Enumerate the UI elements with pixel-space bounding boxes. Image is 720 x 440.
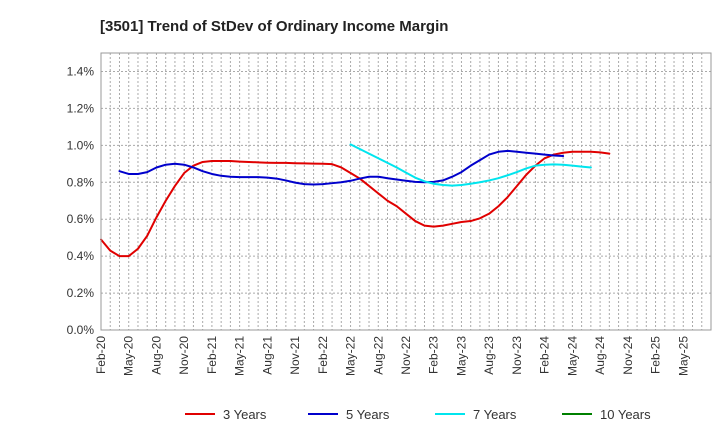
y-tick-label: 1.0% [67,138,95,152]
plot-frame [100,52,712,331]
series-line-1 [100,150,611,258]
series-line-3 [349,143,592,187]
x-tick-label: Aug-24 [593,336,607,375]
x-tick-label: May-22 [344,336,358,376]
x-axis-ticks: Feb-20 May-20 Aug-20 Nov-20 Feb-21 May-21 Aug-… [94,336,690,376]
legend-label-2: 5 Years [346,407,390,422]
y-tick-label: 1.2% [67,101,95,115]
x-tick-label: Nov-23 [510,336,524,375]
x-tick-label: May-21 [233,336,247,376]
legend: 3 Years 5 Years 7 Years 10 Years [185,407,651,422]
x-tick-label: Nov-21 [288,336,302,375]
legend-label-1: 3 Years [223,407,267,422]
y-tick-label: 1.4% [67,64,95,78]
series-lines [100,143,611,258]
y-axis-ticks: 0.0% 0.2% 0.4% 0.6% 0.8% 1.0% 1.2% 1.4% [67,64,95,337]
x-tick-label: Feb-23 [427,336,441,374]
x-tick-label: May-25 [676,336,690,376]
x-tick-label: May-23 [454,336,468,376]
y-tick-label: 0.6% [67,212,95,226]
y-tick-label: 0.0% [67,323,95,337]
x-tick-label: Aug-23 [482,336,496,375]
x-tick-label: Aug-20 [149,336,163,375]
x-tick-label: Feb-22 [316,336,330,374]
series-line-2 [118,149,565,186]
legend-label-3: 7 Years [473,407,517,422]
y-tick-label: 0.4% [67,249,95,263]
x-tick-label: Feb-21 [205,336,219,374]
x-tick-label: May-24 [565,336,579,376]
x-tick-label: May-20 [122,336,136,376]
y-tick-label: 0.8% [67,175,95,189]
grid [101,53,711,331]
legend-label-4: 10 Years [600,407,651,422]
x-tick-label: Aug-21 [260,336,274,375]
y-tick-label: 0.2% [67,286,95,300]
x-tick-label: Nov-24 [621,336,635,375]
x-tick-label: Feb-24 [538,336,552,374]
x-tick-label: Nov-20 [177,336,191,375]
chart-title: [3501] Trend of StDev of Ordinary Income… [100,18,448,35]
x-tick-label: Feb-25 [649,336,663,374]
x-tick-label: Feb-20 [94,336,108,374]
x-tick-label: Aug-22 [371,336,385,375]
x-tick-label: Nov-22 [399,336,413,375]
